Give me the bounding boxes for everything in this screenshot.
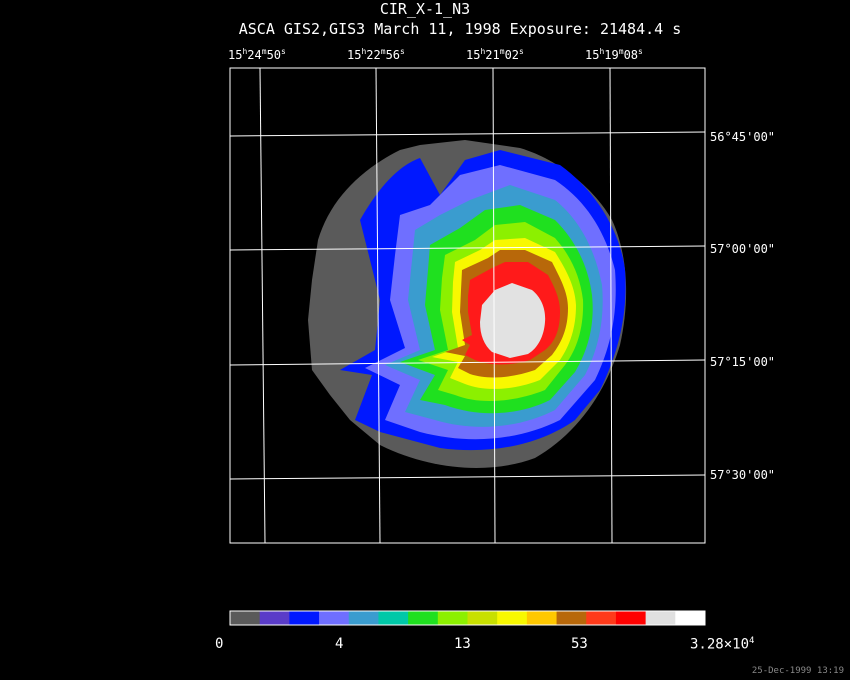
dec-tick-label: 57°30'00" [710,468,776,482]
colorbar-frame [229,610,706,626]
colorbar-swatch [259,611,290,625]
ra-tick-label: 15h19m08s [585,47,643,62]
colorbar-label: 0 [215,636,224,652]
colorbar-swatch [526,611,558,625]
dec-tick-label: 57°15'00" [710,355,776,369]
colorbar [230,611,706,625]
dec-tick-label: 56°45'00" [710,130,776,144]
colorbar-swatch [378,611,409,625]
colorbar-swatch [467,611,498,625]
ra-tick-label: 15h24m50s [228,47,286,62]
colorbar-swatch [497,611,528,625]
dec-tick-label: 57°00'00" [710,242,776,256]
colorbar-label: 4 [335,636,344,652]
image-title: CIR_X-1_N3 [379,0,471,18]
colorbar-swatch [437,611,468,625]
contour-core [480,283,546,358]
image-subtitle: ASCA GIS2,GIS3 March 11, 1998 Exposure: … [238,20,682,38]
ra-tick-label: 15h21m02s [466,47,524,62]
ra-tick-label: 15h22m56s [347,47,405,62]
colorbar-swatch [289,611,320,625]
colorbar-swatch [645,611,676,625]
colorbar-label: 13 [454,636,471,652]
colorbar-swatch [230,611,261,625]
coordinate-grid [229,67,706,544]
colorbar-swatch [586,611,617,625]
colorbar-swatch [348,611,379,625]
plot-frame [229,67,706,544]
colorbar-label-max: 3.28×104 [690,636,755,653]
timestamp: 25-Dec-1999 13:19 [751,666,844,676]
colorbar-swatch [556,611,587,625]
colorbar-swatch [408,611,439,625]
colorbar-label: 53 [571,636,588,652]
intensity-map [308,140,627,468]
colorbar-swatch [675,611,706,625]
colorbar-swatch [319,611,350,625]
colorbar-swatch [615,611,647,625]
